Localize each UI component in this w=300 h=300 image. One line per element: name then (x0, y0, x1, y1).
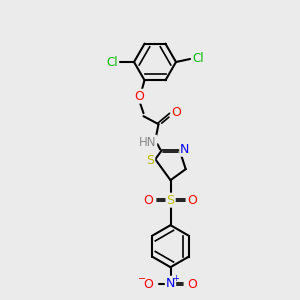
Text: O: O (144, 278, 153, 291)
Text: S: S (146, 154, 154, 167)
Text: O: O (144, 194, 153, 207)
Text: Cl: Cl (192, 52, 204, 65)
Text: N: N (166, 277, 175, 290)
Text: +: + (172, 274, 179, 283)
Text: O: O (188, 194, 197, 207)
Text: O: O (135, 90, 144, 103)
Text: O: O (188, 278, 197, 291)
Text: HN: HN (139, 136, 156, 149)
Text: Cl: Cl (106, 56, 118, 68)
Text: N: N (180, 143, 190, 156)
Text: S: S (167, 194, 175, 207)
Text: −: − (138, 274, 147, 284)
Text: O: O (172, 106, 182, 119)
